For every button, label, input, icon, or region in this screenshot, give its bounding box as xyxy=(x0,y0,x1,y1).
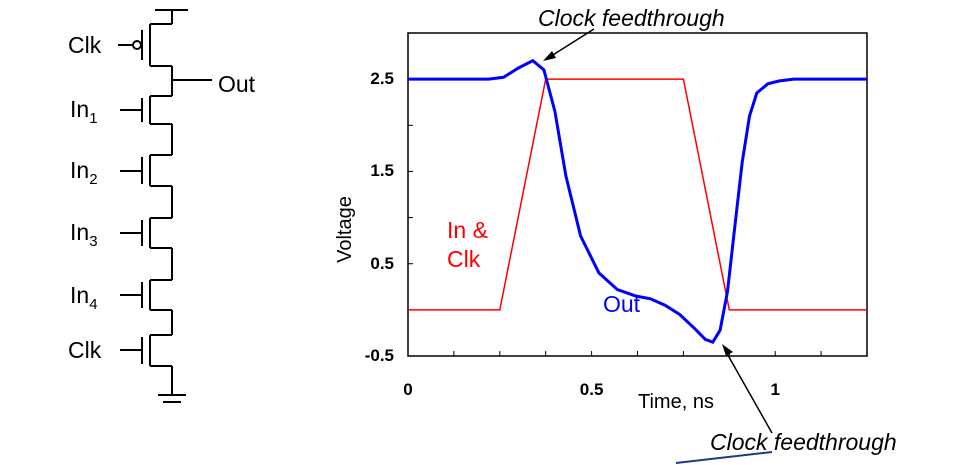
clock-feedthrough-top-annotation: Clock feedthrough xyxy=(538,5,725,31)
in3-label: In3 xyxy=(70,219,98,250)
nmos-transistor-in3 xyxy=(120,217,172,249)
x-tick-label: 1 xyxy=(770,380,780,399)
in-clk-series-line xyxy=(408,78,867,311)
y-tick-label: 0.5 xyxy=(370,253,394,273)
bottom-arrow-head xyxy=(722,344,733,356)
in4-label: In4 xyxy=(70,282,98,313)
nmos-transistor-in4 xyxy=(120,279,172,311)
y-tick-label: 2.5 xyxy=(370,69,394,89)
x-tick-label: 0 xyxy=(403,380,413,399)
x-axis-label: Time, ns xyxy=(638,391,714,413)
y-tick-label: 1.5 xyxy=(370,161,394,181)
handwritten-underline xyxy=(675,451,773,464)
clk-label-bottom: Clk xyxy=(68,337,102,363)
clock-feedthrough-bottom-annotation: Clock feedthrough xyxy=(710,429,897,455)
y-axis-label: Voltage xyxy=(333,196,356,263)
out-series-line xyxy=(408,58,867,345)
top-arrow-head xyxy=(543,51,556,61)
out-series-label: Out xyxy=(603,291,641,317)
y-tick-label: -0.5 xyxy=(364,346,394,365)
clk-label-top: Clk xyxy=(68,32,102,58)
bottom-arrow-shaft xyxy=(724,349,773,434)
ground-symbol xyxy=(158,394,186,403)
out-label: Out xyxy=(218,71,256,97)
top-arrow-shaft xyxy=(547,28,595,59)
nmos-transistor-in2 xyxy=(120,154,172,187)
nmos-transistor-in1 xyxy=(120,95,172,125)
nmos-transistor-clk xyxy=(120,334,172,367)
pmos-transistor-clk xyxy=(118,23,172,67)
x-tick-label: 0.5 xyxy=(579,380,604,399)
in2-label: In2 xyxy=(70,157,98,188)
in-clk-series-label: In & Clk xyxy=(447,217,488,272)
in1-label: In1 xyxy=(70,96,98,127)
